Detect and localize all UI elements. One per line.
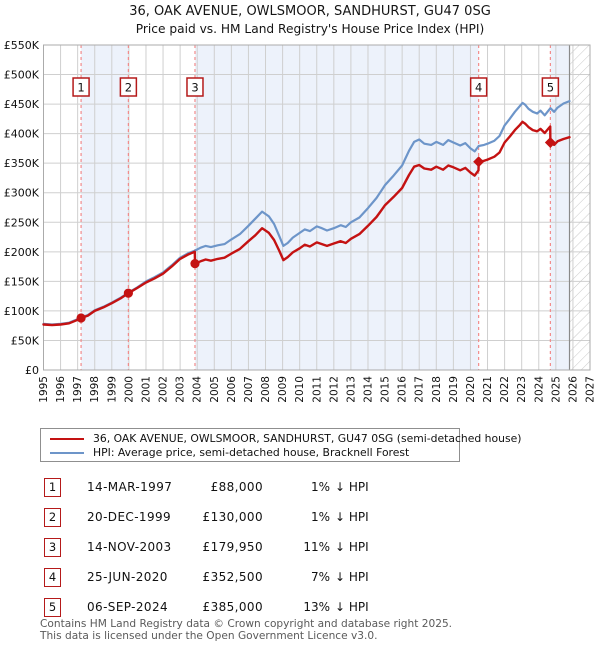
sale-hpi-delta-pct: 7% <box>310 570 330 584</box>
table-row: 4 25-JUN-2020 £352,500 7% ↓ HPI <box>40 567 580 597</box>
svg-text:5: 5 <box>547 81 554 95</box>
svg-text:1997: 1997 <box>72 376 84 403</box>
svg-text:2011: 2011 <box>311 376 323 403</box>
svg-text:2015: 2015 <box>380 376 392 403</box>
table-row: 3 14-NOV-2003 £179,950 11% ↓ HPI <box>40 537 580 567</box>
sale-date: 06-SEP-2024 <box>87 600 169 614</box>
svg-text:2018: 2018 <box>431 376 443 403</box>
svg-text:2005: 2005 <box>209 376 221 403</box>
sale-hpi-delta-pct: 11% <box>303 540 330 554</box>
svg-text:1996: 1996 <box>55 376 67 403</box>
price-history-chart: 1 2 3 4 5 £0 £50K £100K £150K £200K £250K £300K £350… <box>4 40 597 403</box>
sale-number-badge: 5 <box>44 598 61 617</box>
table-row: 1 14-MAR-1997 £88,000 1% ↓ HPI <box>40 477 580 507</box>
sale-hpi-delta-ref: ↓ HPI <box>335 600 369 614</box>
svg-text:2: 2 <box>125 81 132 95</box>
sale-price: £88,000 <box>210 480 263 494</box>
svg-text:2023: 2023 <box>516 376 528 403</box>
svg-text:2016: 2016 <box>397 376 409 403</box>
svg-text:2020: 2020 <box>465 376 477 403</box>
svg-text:3: 3 <box>191 81 198 95</box>
svg-text:£50K: £50K <box>11 334 40 347</box>
sale-date: 20-DEC-1999 <box>87 510 172 524</box>
footer-line-1: Contains HM Land Registry data © Crown c… <box>40 618 453 630</box>
svg-text:2007: 2007 <box>243 376 255 403</box>
sale-hpi-delta-ref: ↓ HPI <box>335 570 369 584</box>
svg-text:1998: 1998 <box>89 376 101 403</box>
svg-text:£450K: £450K <box>4 98 40 111</box>
sale-hpi-delta-pct: 1% <box>310 480 330 494</box>
footer-line-2: This data is licensed under the Open Gov… <box>40 629 378 642</box>
svg-text:2013: 2013 <box>345 376 357 403</box>
svg-text:2010: 2010 <box>294 376 306 403</box>
license-footer: Contains HM Land Registry data © Crown c… <box>40 618 580 642</box>
sale-hpi-delta-pct: 13% <box>303 600 330 614</box>
svg-text:£350K: £350K <box>4 157 40 170</box>
page-subtitle: Price paid vs. HM Land Registry's House … <box>135 22 485 36</box>
svg-text:£250K: £250K <box>4 216 40 229</box>
sale-number-badge: 3 <box>44 538 61 557</box>
legend-label: 36, OAK AVENUE, OWLSMOOR, SANDHURST, GU4… <box>93 432 522 445</box>
sale-date: 14-NOV-2003 <box>87 540 172 554</box>
svg-text:1999: 1999 <box>106 376 118 403</box>
sale-price: £385,000 <box>202 600 263 614</box>
svg-text:£200K: £200K <box>4 246 40 259</box>
sale-price: £352,500 <box>202 570 263 584</box>
blue-line-swatch <box>50 451 84 454</box>
svg-text:£0: £0 <box>25 364 39 377</box>
svg-text:2009: 2009 <box>277 376 289 403</box>
svg-text:1995: 1995 <box>38 376 50 403</box>
sale-hpi-delta-ref: ↓ HPI <box>335 480 369 494</box>
sale-hpi-delta-ref: ↓ HPI <box>335 540 369 554</box>
svg-text:2006: 2006 <box>226 376 238 403</box>
sale-number-badge: 2 <box>44 508 61 527</box>
legend-label: HPI: Average price, semi-detached house,… <box>93 446 410 459</box>
svg-text:2000: 2000 <box>123 376 135 403</box>
svg-text:2021: 2021 <box>482 376 494 403</box>
sale-date: 25-JUN-2020 <box>87 570 168 584</box>
legend-item-hpi: HPI: Average price, semi-detached house,… <box>41 446 459 459</box>
svg-text:4: 4 <box>475 81 482 95</box>
svg-text:2001: 2001 <box>140 376 152 403</box>
svg-text:2025: 2025 <box>550 376 562 403</box>
sale-date: 14-MAR-1997 <box>87 480 173 494</box>
red-line-swatch <box>50 437 84 440</box>
svg-text:£500K: £500K <box>4 69 40 82</box>
svg-text:£150K: £150K <box>4 275 40 288</box>
svg-text:£300K: £300K <box>4 187 40 200</box>
sale-number-badge: 1 <box>44 478 61 497</box>
svg-text:2024: 2024 <box>533 376 545 403</box>
svg-text:2027: 2027 <box>585 376 597 403</box>
svg-text:2014: 2014 <box>362 376 374 403</box>
table-row: 2 20-DEC-1999 £130,000 1% ↓ HPI <box>40 507 580 537</box>
svg-text:2019: 2019 <box>448 376 460 403</box>
svg-text:2012: 2012 <box>328 376 340 403</box>
sales-table: 1 14-MAR-1997 £88,000 1% ↓ HPI 2 20-DEC-… <box>40 477 580 627</box>
svg-text:2002: 2002 <box>158 376 170 403</box>
page-title: 36, OAK AVENUE, OWLSMOOR, SANDHURST, GU4… <box>129 4 491 19</box>
table-row: 5 06-SEP-2024 £385,000 13% ↓ HPI <box>40 597 580 627</box>
svg-text:2022: 2022 <box>499 376 511 403</box>
svg-text:2004: 2004 <box>192 376 204 403</box>
svg-text:£550K: £550K <box>4 40 40 52</box>
svg-text:2017: 2017 <box>414 376 426 403</box>
svg-text:2008: 2008 <box>260 376 272 403</box>
svg-text:1: 1 <box>77 81 84 95</box>
chart-legend: 36, OAK AVENUE, OWLSMOOR, SANDHURST, GU4… <box>40 428 521 462</box>
sale-hpi-delta-ref: ↓ HPI <box>335 510 369 524</box>
legend-item-property: 36, OAK AVENUE, OWLSMOOR, SANDHURST, GU4… <box>41 432 521 445</box>
svg-text:2026: 2026 <box>567 376 579 403</box>
svg-text:£400K: £400K <box>4 128 40 141</box>
svg-text:2003: 2003 <box>175 376 187 403</box>
sale-number-badge: 4 <box>44 568 61 587</box>
sale-price: £179,950 <box>202 540 263 554</box>
sale-hpi-delta-pct: 1% <box>310 510 330 524</box>
svg-text:£100K: £100K <box>4 305 40 318</box>
sale-price: £130,000 <box>202 510 263 524</box>
